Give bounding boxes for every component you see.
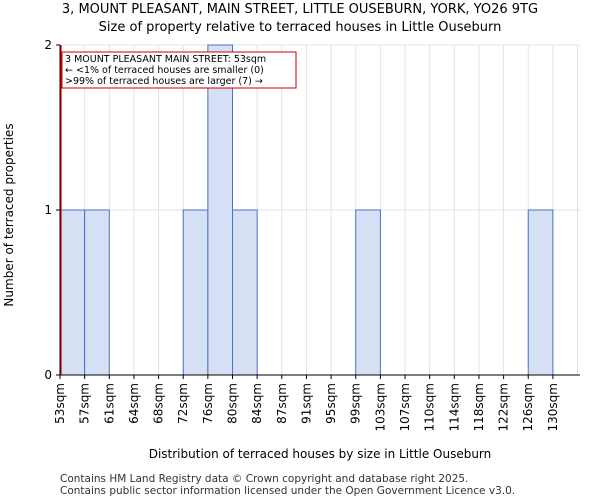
x-tick-label: 99sqm	[349, 383, 363, 424]
y-tick-label: 2	[44, 38, 52, 52]
y-tick-label: 0	[44, 368, 52, 382]
footer-licence: Contains public sector information licen…	[60, 485, 516, 497]
x-tick-labels: 53sqm 57sqm 61sqm 64sqm 68sqm 72sqm 76sqm 80sqm…	[53, 383, 560, 431]
x-axis-label: Distribution of terraced houses by size …	[149, 447, 492, 461]
x-tick-label: 61sqm	[102, 383, 116, 424]
y-axis-label: Number of terraced properties	[2, 123, 16, 306]
x-tick-label: 76sqm	[201, 383, 215, 424]
bar-72sqm	[182, 209, 209, 376]
bar-99sqm	[355, 209, 381, 376]
x-tick-label: 130sqm	[546, 383, 560, 431]
bar-76sqm	[207, 44, 234, 376]
footer-copyright: Contains HM Land Registry data © Crown c…	[60, 473, 469, 485]
x-tick-label: 114sqm	[447, 383, 461, 431]
grid-lines	[59, 44, 580, 376]
bar-57sqm	[84, 209, 110, 376]
chart-title-address: 3, MOUNT PLEASANT, MAIN STREET, LITTLE O…	[61, 2, 539, 17]
y-tick-label: 1	[44, 203, 52, 217]
annotation-line: >99% of terraced houses are larger (7) →	[65, 76, 263, 87]
x-tick-label: 91sqm	[299, 383, 313, 424]
axes	[56, 44, 580, 379]
x-tick-label: 118sqm	[472, 383, 486, 431]
x-tick-label: 122sqm	[497, 383, 511, 431]
x-tick-label: 103sqm	[373, 383, 387, 431]
bar-126sqm	[527, 209, 554, 376]
x-tick-label: 107sqm	[398, 383, 412, 431]
x-tick-label: 72sqm	[176, 383, 190, 424]
x-tick-label: 53sqm	[53, 383, 67, 424]
x-tick-label: 57sqm	[78, 383, 92, 424]
x-tick-label: 126sqm	[521, 383, 535, 431]
bar-53sqm	[59, 209, 86, 376]
x-tick-label: 68sqm	[152, 383, 166, 424]
y-tick-labels: 0 1 2	[44, 38, 52, 382]
chart-title: Size of property relative to terraced ho…	[98, 20, 502, 35]
x-tick-label: 64sqm	[127, 383, 141, 424]
bar-80sqm	[232, 209, 258, 376]
x-tick-label: 110sqm	[423, 383, 437, 431]
annotation-line: 3 MOUNT PLEASANT MAIN STREET: 53sqm	[65, 54, 266, 65]
bars	[59, 44, 554, 376]
annotation-line: ← <1% of terraced houses are smaller (0)	[65, 65, 264, 76]
x-tick-label: 84sqm	[250, 383, 264, 424]
property-marker: 3 MOUNT PLEASANT MAIN STREET: 53sqm← <1%…	[60, 45, 297, 375]
x-tick-label: 95sqm	[324, 383, 338, 424]
x-tick-label: 87sqm	[275, 383, 289, 424]
annotation-box	[61, 51, 297, 89]
x-tick-label: 80sqm	[226, 383, 240, 424]
